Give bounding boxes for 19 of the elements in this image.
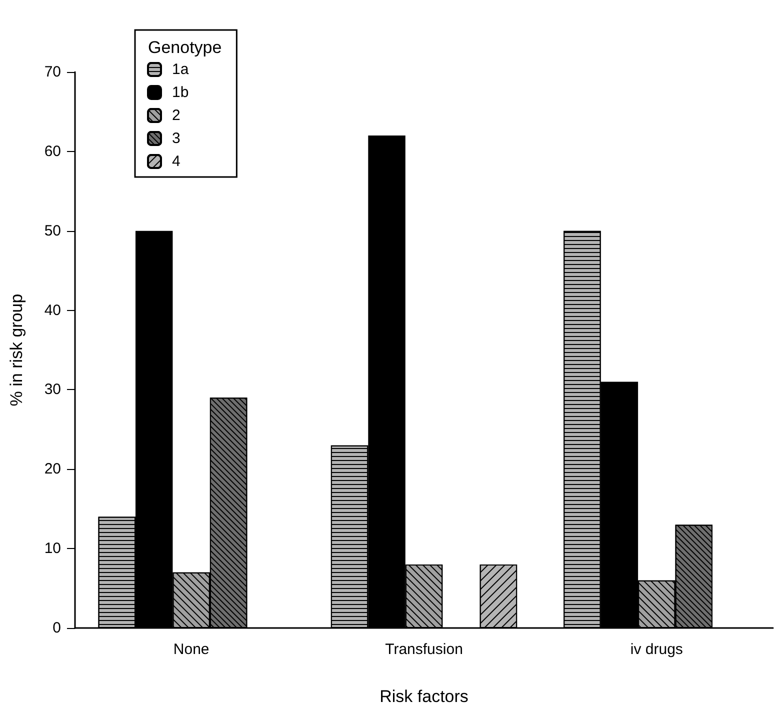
y-tick-label: 10 — [44, 540, 61, 558]
y-tick-label: 60 — [44, 142, 61, 160]
legend-label: 3 — [172, 130, 180, 147]
y-tick-label: 70 — [44, 64, 61, 80]
y-tick-label: 50 — [44, 222, 61, 240]
legend-title: Genotype — [148, 38, 222, 57]
legend-label: 1b — [172, 84, 189, 101]
x-tick-label: None — [173, 641, 210, 658]
legend-label: 4 — [172, 153, 180, 170]
y-axis-title: % in risk group — [7, 294, 26, 406]
x-tick-label: iv drugs — [630, 641, 683, 658]
y-tick-label: 20 — [44, 460, 61, 478]
x-tick-label: Transfusion — [385, 641, 463, 658]
x-axis-title: Risk factors — [380, 687, 468, 706]
legend-label: 2 — [172, 107, 180, 124]
legend-label: 1a — [172, 61, 190, 78]
y-tick-label: 40 — [44, 302, 61, 319]
y-tick-label: 30 — [44, 381, 61, 398]
y-tick-label: 0 — [52, 620, 61, 636]
